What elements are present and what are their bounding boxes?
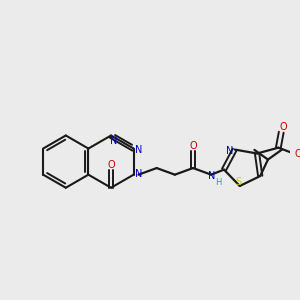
Text: N: N: [135, 145, 142, 154]
Text: O: O: [189, 141, 197, 151]
Text: O: O: [107, 160, 115, 170]
Text: N: N: [208, 171, 216, 181]
Text: N: N: [135, 169, 142, 179]
Text: N: N: [226, 146, 233, 157]
Text: S: S: [236, 177, 242, 187]
Text: H: H: [215, 178, 221, 187]
Text: O: O: [279, 122, 287, 132]
Text: N: N: [110, 136, 118, 146]
Text: O: O: [295, 149, 300, 160]
